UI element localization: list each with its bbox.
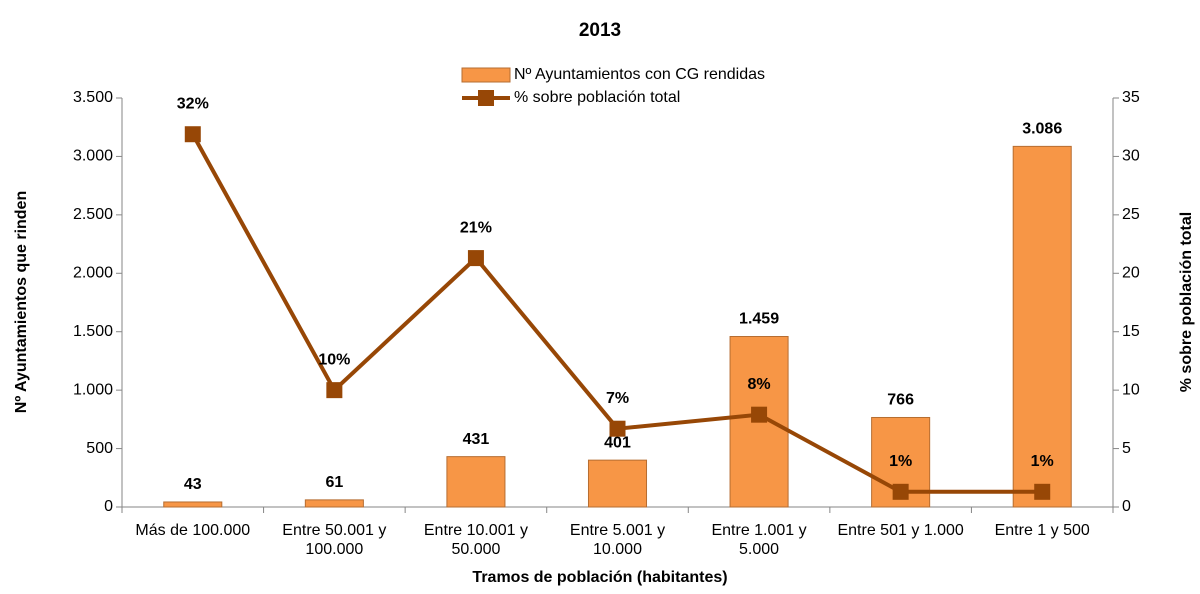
bar-value-label: 431: [463, 431, 490, 448]
line-value-label: 32%: [177, 95, 209, 112]
bar-value-label: 43: [184, 476, 202, 493]
line-value-label: 7%: [606, 390, 629, 407]
x-tick-label: Más de 100.000: [135, 522, 251, 539]
y2-tick-label: 25: [1122, 206, 1140, 223]
bar: [163, 501, 223, 508]
x-axis-title: Tramos de población (habitantes): [472, 569, 727, 586]
x-tick-label: Entre 1 y 500: [994, 522, 1090, 539]
x-tick-label: Entre 50.001 y 100.000: [282, 522, 387, 558]
legend-label: Nº Ayuntamientos con CG rendidas: [514, 66, 765, 83]
y-tick-label: 2.000: [73, 265, 113, 282]
y2-tick-label: 20: [1122, 265, 1140, 282]
bar: [587, 459, 648, 508]
line-marker: [751, 406, 768, 423]
line-marker: [609, 420, 626, 437]
line-value-label: 1%: [889, 453, 912, 470]
bar: [1012, 145, 1072, 508]
y2-axis-title: % sobre población total: [1178, 212, 1195, 392]
y2-tick-label: 5: [1122, 440, 1131, 457]
y-tick-label: 500: [86, 440, 113, 457]
y-tick-label: 0: [104, 498, 113, 515]
bar-value-label: 766: [887, 392, 914, 409]
legend-swatch: [461, 67, 511, 83]
bar-value-label: 401: [604, 434, 631, 451]
bar-value-label: 1.459: [739, 311, 779, 328]
line-value-label: 8%: [748, 376, 771, 393]
y-tick-label: 1.000: [73, 381, 113, 398]
y-tick-label: 3.500: [73, 89, 113, 106]
line-marker: [326, 382, 343, 399]
y2-tick-label: 35: [1122, 89, 1140, 106]
chart-title: 2013: [579, 20, 621, 41]
y2-tick-label: 15: [1122, 323, 1140, 340]
y2-tick-label: 10: [1122, 381, 1140, 398]
line-marker: [892, 483, 909, 500]
legend-label: % sobre población total: [514, 89, 680, 106]
x-tick-label: Entre 10.001 y 50.000: [423, 522, 528, 558]
y-axis-title: Nº Ayuntamientos que rinden: [13, 191, 30, 413]
x-tick-label: Entre 1.001 y 5.000: [711, 522, 807, 558]
line-value-label: 1%: [1031, 453, 1054, 470]
y-tick-label: 1.500: [73, 323, 113, 340]
y-tick-label: 3.000: [73, 148, 113, 165]
x-tick-label: Entre 5.001 y 10.000: [569, 522, 666, 558]
line-marker: [184, 126, 201, 143]
bar: [304, 499, 364, 508]
line-marker: [1034, 483, 1051, 500]
line-value-label: 21%: [460, 219, 492, 236]
y-tick-label: 2.500: [73, 206, 113, 223]
line-value-label: 10%: [318, 351, 350, 368]
line-marker: [467, 250, 484, 267]
y2-tick-label: 0: [1122, 498, 1131, 515]
y2-tick-label: 30: [1122, 148, 1140, 165]
bar: [446, 456, 506, 508]
x-tick-label: Entre 501 y 1.000: [837, 522, 964, 539]
bar-value-label: 61: [325, 474, 343, 491]
bar-value-label: 3.086: [1022, 121, 1062, 138]
legend-swatch: [478, 90, 494, 106]
